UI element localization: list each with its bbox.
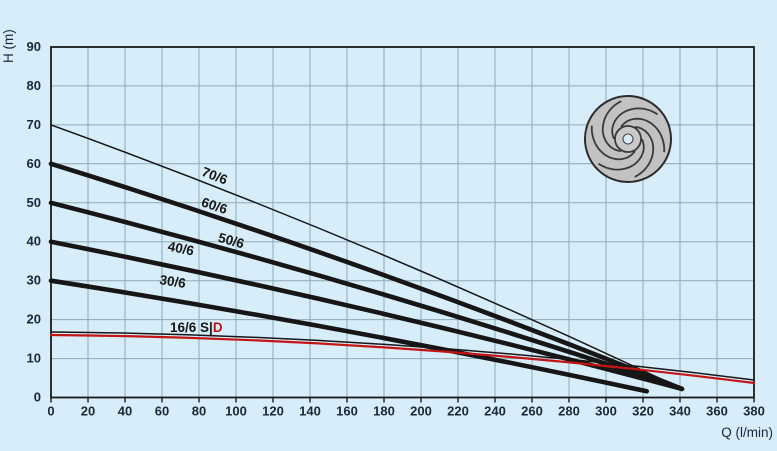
svg-text:80: 80 xyxy=(192,404,206,419)
svg-text:140: 140 xyxy=(299,404,321,419)
svg-text:60: 60 xyxy=(27,156,41,171)
svg-text:20: 20 xyxy=(81,404,95,419)
svg-text:0: 0 xyxy=(47,404,54,419)
svg-text:320: 320 xyxy=(632,404,654,419)
svg-text:30: 30 xyxy=(27,273,41,288)
svg-text:380: 380 xyxy=(743,404,765,419)
svg-text:16/6 S|D: 16/6 S|D xyxy=(170,320,223,335)
svg-text:280: 280 xyxy=(558,404,580,419)
svg-text:340: 340 xyxy=(669,404,691,419)
svg-text:H (m): H (m) xyxy=(1,29,16,63)
svg-text:200: 200 xyxy=(410,404,432,419)
svg-text:260: 260 xyxy=(521,404,543,419)
svg-text:120: 120 xyxy=(262,404,284,419)
svg-text:300: 300 xyxy=(595,404,617,419)
svg-text:0: 0 xyxy=(34,390,41,405)
svg-text:50: 50 xyxy=(27,195,41,210)
svg-text:40: 40 xyxy=(27,234,41,249)
svg-text:220: 220 xyxy=(447,404,469,419)
svg-text:240: 240 xyxy=(484,404,506,419)
svg-text:360: 360 xyxy=(706,404,728,419)
svg-text:90: 90 xyxy=(27,39,41,54)
svg-text:20: 20 xyxy=(27,312,41,327)
svg-text:40: 40 xyxy=(118,404,132,419)
svg-text:60: 60 xyxy=(155,404,169,419)
svg-text:10: 10 xyxy=(27,351,41,366)
svg-text:80: 80 xyxy=(27,78,41,93)
svg-text:100: 100 xyxy=(225,404,247,419)
svg-text:180: 180 xyxy=(373,404,395,419)
svg-text:Q (l/min): Q (l/min) xyxy=(721,425,773,440)
svg-text:160: 160 xyxy=(336,404,358,419)
svg-text:70: 70 xyxy=(27,117,41,132)
